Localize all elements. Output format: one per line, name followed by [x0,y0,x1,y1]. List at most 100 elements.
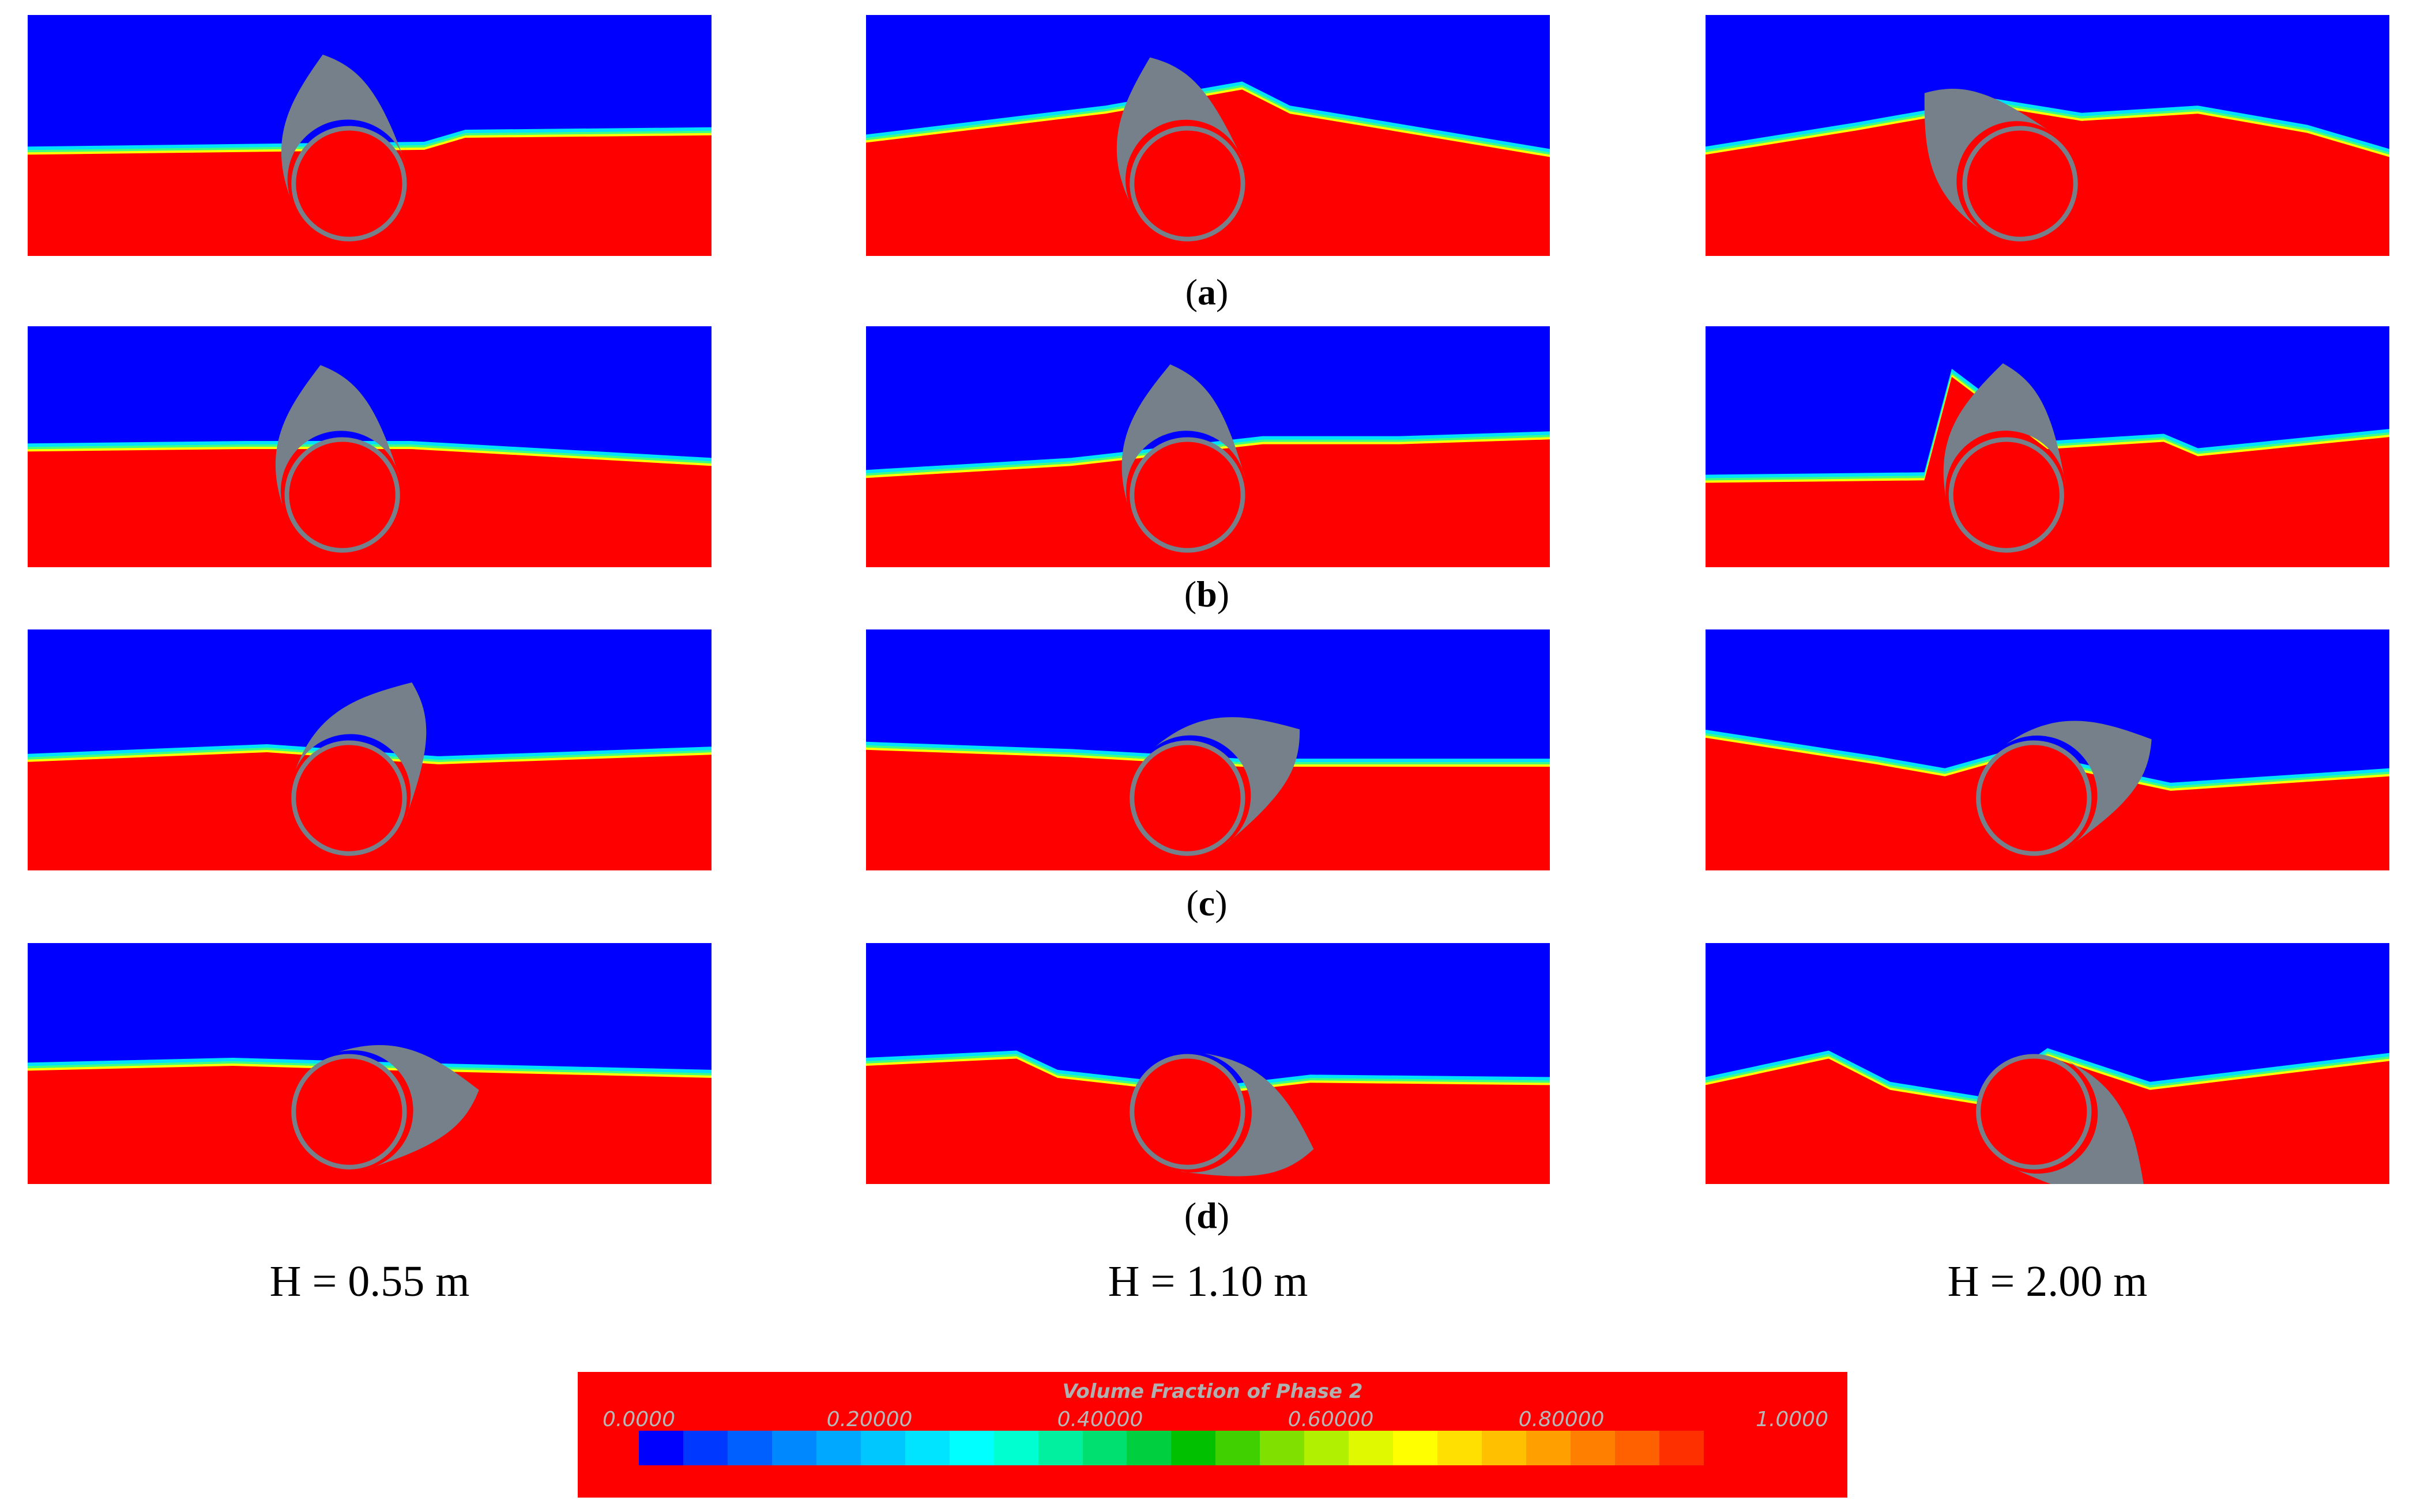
colorbar-swatches [639,1431,1748,1465]
colorbar-swatch [1526,1431,1571,1465]
device-ring [291,1054,407,1170]
contour-plot [1706,629,2389,870]
device-ring [1130,126,1245,242]
device-fin [275,365,400,506]
device-fin [2006,721,2152,847]
contour-plot [28,629,712,870]
contour-panel-d-h055 [28,943,712,1184]
contour-plot [28,326,712,567]
device-interior [1964,128,2076,239]
device-structure [1943,363,2066,553]
device-ring [1130,1054,1245,1170]
colorbar-swatch [1349,1431,1394,1465]
colorbar-swatch [683,1431,728,1465]
colorbar-swatch [1260,1431,1305,1465]
device-interior [1978,1056,2090,1167]
colorbar-swatch [1038,1431,1083,1465]
device-interior [293,128,405,239]
contour-panel-c-h055 [28,629,712,870]
device-interior [1132,742,1243,854]
device-interior [293,1056,405,1167]
device-interior [1978,742,2090,854]
colorbar-swatch [860,1431,905,1465]
device-fin [281,54,406,197]
colorbar-tick-1: 0.20000 [826,1408,913,1431]
colorbar-swatch [1703,1431,1748,1465]
contour-panel-d-h110 [866,943,1550,1184]
contour-panel-b-h200 [1706,326,2389,567]
colorbar-tick-4: 0.80000 [1518,1408,1605,1431]
device-structure [1130,717,1300,856]
device-fin [295,682,427,819]
contour-panel-b-h055 [28,326,712,567]
colorbar-swatch [905,1431,950,1465]
device-ring [1948,437,2064,553]
device-fin [1924,89,2055,228]
device-structure [275,365,400,553]
contour-panel-a-h110 [866,15,1550,256]
colorbar-tick-3: 0.60000 [1288,1408,1374,1431]
contour-plot [866,326,1550,567]
contour-panel-a-h055 [28,15,712,256]
colorbar-swatch [1614,1431,1659,1465]
colorbar-legend: Volume Fraction of Phase 2 0.0000 0.2000… [578,1372,1847,1498]
device-fin [1116,57,1242,202]
colorbar-swatch [1482,1431,1527,1465]
device-ring [1976,1054,2092,1170]
colorbar-tick-5: 1.0000 [1756,1408,1828,1431]
contour-panel-c-h200 [1706,629,2389,870]
contour-plot [866,15,1550,256]
device-structure [1924,89,2078,242]
device-structure [1976,721,2152,856]
device-structure [1121,364,1245,553]
colorbar-swatch [1171,1431,1216,1465]
colorbar-swatch [1127,1431,1172,1465]
column-label-h110: H = 1.10 m [1108,1257,1308,1306]
column-label-h055: H = 0.55 m [269,1257,470,1306]
device-fin [1179,1053,1314,1177]
colorbar-tick-0: 0.0000 [603,1408,675,1431]
device-structure [1976,1054,2144,1184]
colorbar-swatch [639,1431,683,1465]
device-structure [291,1045,479,1170]
colorbar-swatch [1215,1431,1260,1465]
device-ring [1130,437,1245,553]
device-structure [1116,57,1245,242]
contour-plot [866,943,1550,1184]
colorbar-swatch [1659,1431,1704,1465]
device-fin [338,1045,479,1169]
device-interior [1951,439,2062,550]
colorbar-swatch [727,1431,772,1465]
device-fin [2008,1061,2144,1184]
device-ring [291,740,407,856]
device-interior [1132,128,1243,239]
contour-plot [28,15,712,256]
colorbar-swatch [771,1431,816,1465]
colorbar-swatch [1082,1431,1127,1465]
device-ring [291,126,407,242]
device-ring [1130,740,1245,856]
device-structure [281,54,407,242]
colorbar-swatch [1304,1431,1349,1465]
contour-panel-b-h110 [866,326,1550,567]
contour-plot [866,629,1550,870]
row-label-a: (a) [1185,272,1229,312]
device-structure [1130,1053,1314,1177]
colorbar-swatch [1393,1431,1438,1465]
colorbar-swatch [1437,1431,1482,1465]
colorbar-swatch [949,1431,994,1465]
device-interior [1132,439,1243,550]
colorbar-swatch [1571,1431,1615,1465]
device-fin [1121,364,1245,504]
contour-plot [1706,15,2389,256]
device-fin [1943,363,2066,497]
device-interior [1132,1056,1243,1167]
column-label-h200: H = 2.00 m [1947,1257,2148,1306]
contour-plot [28,943,712,1184]
device-ring [284,437,400,553]
contour-plot [1706,326,2389,567]
row-label-d: (d) [1184,1195,1230,1236]
device-ring [1962,126,2078,242]
device-ring [1976,740,2092,856]
colorbar-tick-2: 0.40000 [1057,1408,1143,1431]
